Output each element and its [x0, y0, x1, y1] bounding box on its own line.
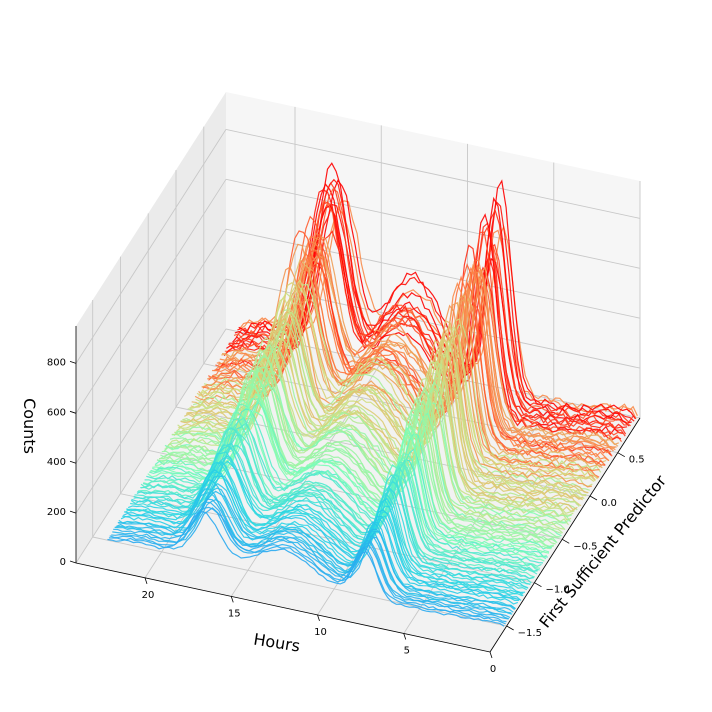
x-tick-label: 0: [490, 664, 496, 675]
curves-layer: [107, 162, 638, 627]
back-grid-z: [225, 178, 641, 269]
z-tick: [69, 361, 77, 364]
side-grid-z: [75, 179, 227, 414]
x-tick-label: 20: [142, 590, 155, 601]
profile-line: [159, 369, 557, 543]
profile-line: [113, 498, 511, 619]
profile-line: [156, 383, 554, 547]
y-tick-label: −0.5: [573, 541, 597, 552]
y-tick: [534, 582, 542, 588]
x-tick: [489, 651, 493, 659]
y-tick: [617, 452, 625, 458]
profile-line: [196, 282, 595, 482]
floor-grid-y: [92, 536, 507, 627]
z-tick-label: 400: [47, 457, 66, 468]
y-tick-label: 0.0: [601, 498, 617, 509]
z-tick-label: 600: [47, 407, 66, 418]
z-tick: [69, 560, 77, 564]
z-tick-label: 200: [47, 507, 66, 518]
profile-line: [117, 487, 515, 611]
x-axis-label: Hours: [252, 630, 301, 656]
side-grid-z: [75, 228, 227, 464]
z-tick-label: 800: [47, 357, 66, 368]
z-tick-label: 0: [60, 557, 66, 568]
profile-line: [108, 507, 506, 625]
x-tick-label: 5: [404, 645, 410, 656]
side-grid-z: [75, 328, 227, 564]
back-pane: [226, 92, 640, 418]
x-tick: [144, 577, 148, 584]
x-tick-label: 15: [228, 608, 241, 619]
z-tick: [69, 460, 77, 464]
profile-line: [118, 482, 516, 610]
z-tick: [69, 510, 77, 514]
z-tick: [69, 410, 77, 414]
x-tick: [317, 614, 320, 622]
z-axis-label: Counts: [20, 398, 39, 454]
side-grid-z: [75, 129, 227, 364]
y-tick-label: −1.5: [518, 628, 542, 639]
y-tick: [562, 538, 570, 544]
back-grid-z: [225, 228, 641, 319]
profile-line: [107, 511, 505, 627]
side-grid-z: [75, 278, 227, 514]
y-tick: [589, 495, 598, 501]
y-tick: [506, 625, 514, 631]
back-grid-z: [225, 128, 641, 219]
profile-line: [171, 356, 569, 523]
profile-line: [126, 461, 524, 597]
y-tick-label: −1.0: [545, 585, 569, 596]
profile-line: [223, 188, 622, 441]
y-tick-label: 0.5: [629, 455, 645, 466]
axis-layer: 0 5 10 15 20 −1.5 −1.0 −0.5 0.0 0.5 0 200 400 600 800: [47, 326, 645, 675]
profile-line: [208, 250, 606, 466]
side-pane: [76, 92, 226, 563]
x-tick: [230, 596, 234, 603]
x-tick: [403, 633, 407, 640]
x-tick-label: 10: [314, 627, 327, 638]
y-axis-line: [489, 417, 641, 653]
